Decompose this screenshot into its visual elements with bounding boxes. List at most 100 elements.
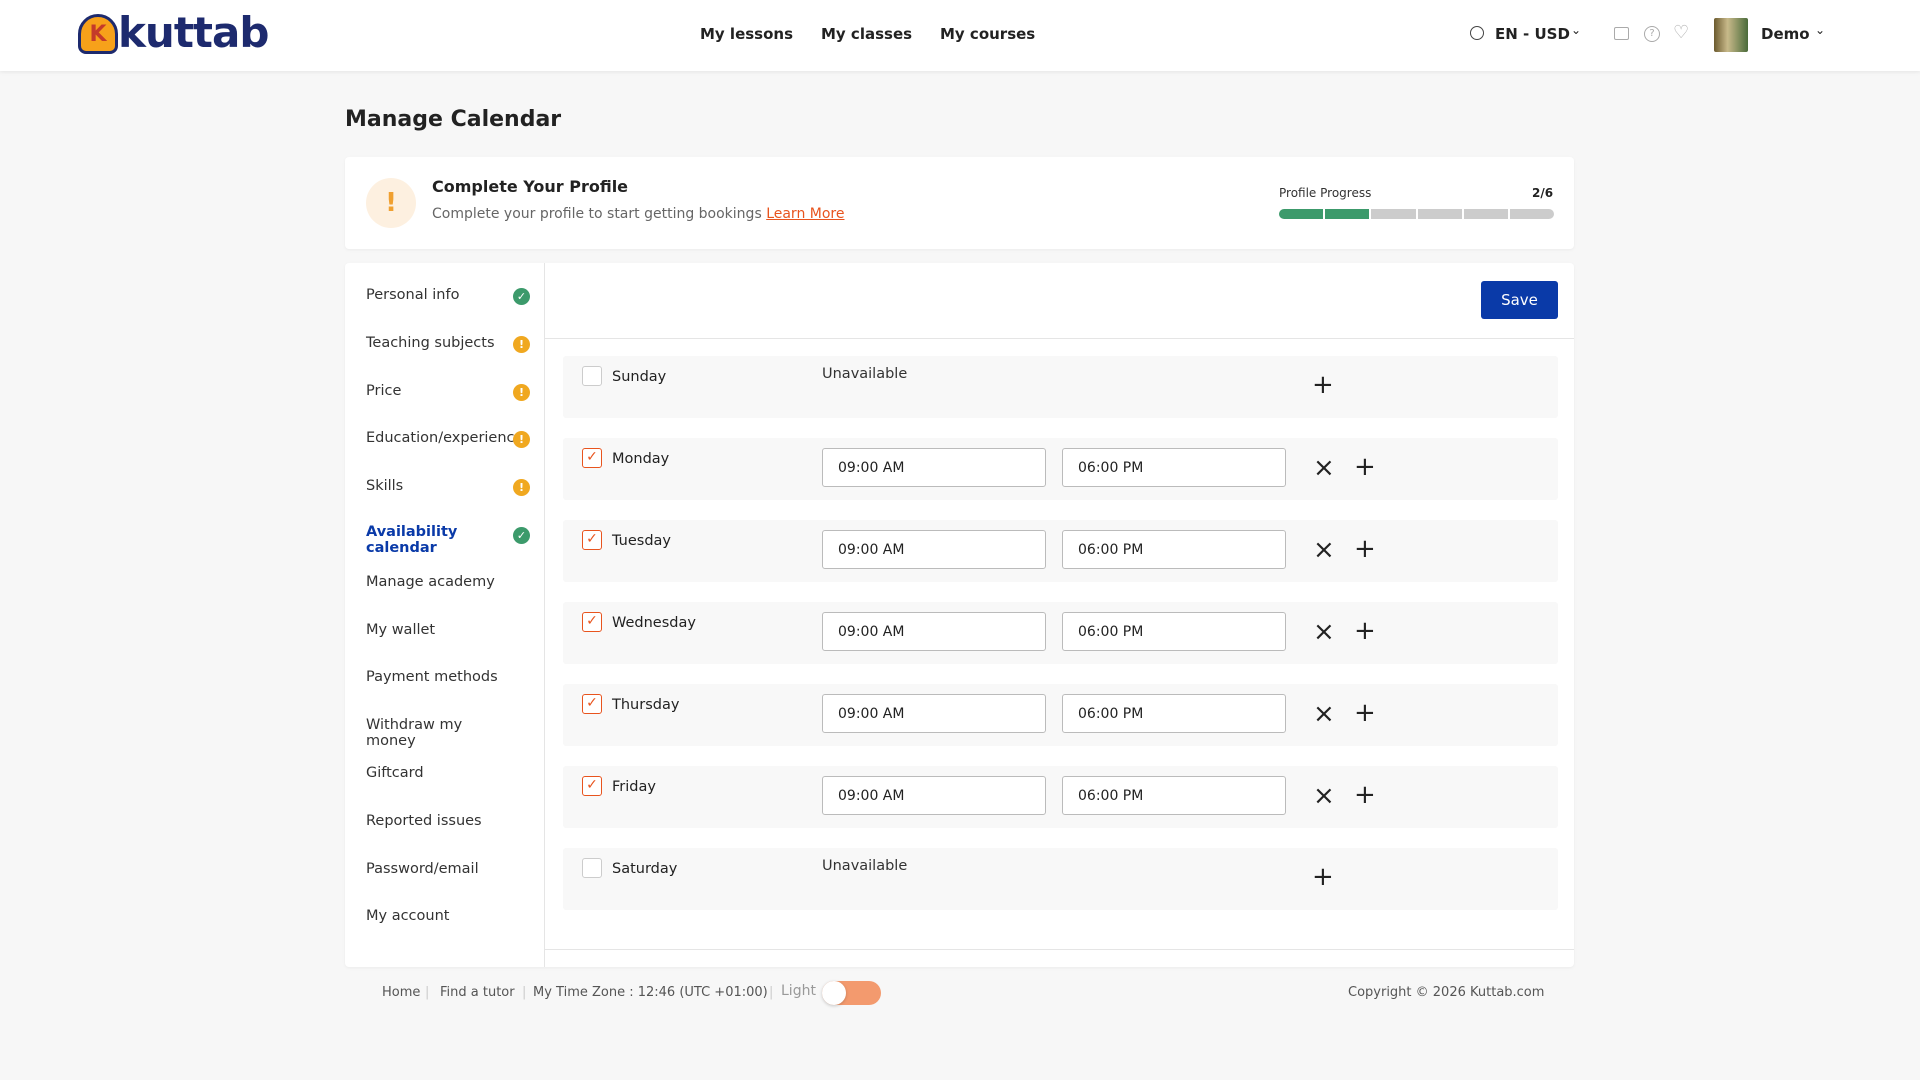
start-time-input[interactable]: 09:00 AM bbox=[822, 776, 1046, 815]
add-button[interactable]: + bbox=[1354, 452, 1376, 482]
sidebar-item[interactable]: Price bbox=[366, 382, 402, 399]
status-icon: ! bbox=[513, 431, 530, 449]
sidebar-item[interactable]: Skills bbox=[366, 478, 404, 495]
status-icon: ! bbox=[513, 383, 530, 401]
day-name: Saturday bbox=[612, 861, 678, 877]
theme-toggle[interactable] bbox=[822, 981, 881, 1005]
checkbox[interactable]: ✓ bbox=[582, 448, 602, 468]
sidebar-item[interactable]: Password/email bbox=[366, 860, 479, 877]
day-row bbox=[563, 438, 1558, 500]
add-button[interactable]: + bbox=[1354, 780, 1376, 810]
heart-icon[interactable]: ♡ bbox=[1673, 22, 1690, 43]
help-icon[interactable]: ? bbox=[1644, 26, 1660, 42]
day-name: Sunday bbox=[612, 369, 667, 385]
nav-link[interactable]: My classes bbox=[821, 25, 913, 43]
avatar[interactable] bbox=[1714, 18, 1748, 52]
checkbox[interactable]: ✓ bbox=[582, 530, 602, 550]
sidebar-item[interactable]: Reported issues bbox=[366, 812, 482, 829]
unavailable-label: Unavailable bbox=[822, 858, 908, 874]
progress-bar bbox=[1279, 209, 1554, 219]
end-time-input[interactable]: 06:00 PM bbox=[1062, 776, 1286, 815]
sidebar-item[interactable]: My wallet bbox=[366, 621, 436, 638]
divider bbox=[544, 263, 545, 967]
learn-more-link[interactable]: Learn More bbox=[766, 206, 845, 222]
day-name: Tuesday bbox=[612, 533, 671, 549]
day-name: Friday bbox=[612, 779, 656, 795]
sidebar-item[interactable]: Giftcard bbox=[366, 765, 424, 781]
sidebar-item[interactable]: Manage academy bbox=[366, 573, 495, 590]
end-time-input[interactable]: 06:00 PM bbox=[1062, 612, 1286, 651]
day-row bbox=[563, 766, 1558, 828]
sidebar-item[interactable]: Withdraw my money bbox=[366, 717, 463, 750]
user-name[interactable]: Demo bbox=[1761, 25, 1810, 43]
start-time-input[interactable]: 09:00 AM bbox=[822, 612, 1046, 651]
progress-segment bbox=[1417, 209, 1462, 219]
logo-icon[interactable]: K bbox=[78, 14, 118, 54]
day-name: Monday bbox=[612, 451, 670, 467]
progress-label: Profile Progress bbox=[1279, 186, 1372, 200]
checkbox[interactable]: ✓ bbox=[582, 694, 602, 714]
remove-button[interactable]: × bbox=[1313, 781, 1335, 811]
status-icon: ✓ bbox=[513, 288, 530, 305]
progress-segment bbox=[1279, 209, 1324, 219]
footer-link[interactable]: Find a tutor bbox=[440, 985, 515, 1000]
add-button[interactable]: + bbox=[1312, 370, 1334, 400]
add-button[interactable]: + bbox=[1354, 534, 1376, 564]
status-icon: ! bbox=[513, 335, 530, 353]
add-button[interactable]: + bbox=[1354, 698, 1376, 728]
remove-button[interactable]: × bbox=[1313, 617, 1335, 647]
start-time-input[interactable]: 09:00 AM bbox=[822, 530, 1046, 569]
profile-banner: ! Complete Your Profile Complete your pr… bbox=[345, 157, 1574, 249]
banner-text: Complete your profile to start getting b… bbox=[432, 206, 844, 222]
header: K kuttab My lessons My classes My course… bbox=[0, 0, 1920, 71]
sidebar-item[interactable]: Education/experience bbox=[366, 430, 524, 447]
end-time-input[interactable]: 06:00 PM bbox=[1062, 694, 1286, 733]
day-row bbox=[563, 520, 1558, 582]
theme-label: Light bbox=[781, 983, 816, 999]
banner-text: Complete your profile to start getting b… bbox=[432, 206, 762, 222]
divider bbox=[545, 949, 1574, 950]
remove-button[interactable]: × bbox=[1313, 699, 1335, 729]
progress-segment bbox=[1325, 209, 1370, 219]
sidebar-item[interactable]: Payment methods bbox=[366, 669, 498, 686]
end-time-input[interactable]: 06:00 PM bbox=[1062, 530, 1286, 569]
start-time-input[interactable]: 09:00 AM bbox=[822, 448, 1046, 487]
separator: | bbox=[425, 985, 430, 1000]
copyright: Copyright © 2026 Kuttab.com bbox=[1348, 985, 1545, 1000]
separator: | bbox=[769, 985, 774, 1000]
progress-segment bbox=[1463, 209, 1508, 219]
message-icon[interactable] bbox=[1614, 27, 1629, 40]
footer-link[interactable]: Home bbox=[382, 985, 421, 1000]
status-icon: ! bbox=[513, 479, 530, 497]
progress-segment bbox=[1509, 209, 1554, 219]
checkbox[interactable]: ✓ bbox=[582, 612, 602, 632]
day-name: Wednesday bbox=[612, 615, 696, 631]
day-row bbox=[563, 356, 1558, 418]
remove-button[interactable]: × bbox=[1313, 535, 1335, 565]
sidebar-item[interactable]: Teaching subjects bbox=[366, 334, 495, 351]
toggle-knob bbox=[822, 981, 846, 1005]
logo[interactable]: kuttab bbox=[118, 8, 269, 57]
save-button[interactable]: Save bbox=[1481, 281, 1558, 319]
banner-title: Complete Your Profile bbox=[432, 177, 629, 196]
chevron: ⌄ bbox=[1815, 23, 1826, 37]
nav-link[interactable]: My courses bbox=[940, 25, 1036, 43]
globe-icon bbox=[1470, 26, 1484, 40]
checkbox[interactable]: ✓ bbox=[582, 776, 602, 796]
nav-link[interactable]: My lessons bbox=[700, 25, 794, 43]
remove-button[interactable]: × bbox=[1313, 453, 1335, 483]
checkbox[interactable] bbox=[582, 858, 602, 878]
end-time-input[interactable]: 06:00 PM bbox=[1062, 448, 1286, 487]
start-time-input[interactable]: 09:00 AM bbox=[822, 694, 1046, 733]
sidebar-item[interactable]: My account bbox=[366, 908, 450, 925]
add-button[interactable]: + bbox=[1354, 616, 1376, 646]
divider bbox=[545, 338, 1574, 339]
checkbox[interactable] bbox=[582, 366, 602, 386]
sidebar-item[interactable]: Availability calendar bbox=[366, 524, 458, 556]
status-icon: ✓ bbox=[513, 527, 530, 544]
sidebar-item[interactable]: Personal info bbox=[366, 287, 460, 303]
add-button[interactable]: + bbox=[1312, 862, 1334, 892]
locale[interactable]: EN - USD bbox=[1495, 25, 1570, 43]
